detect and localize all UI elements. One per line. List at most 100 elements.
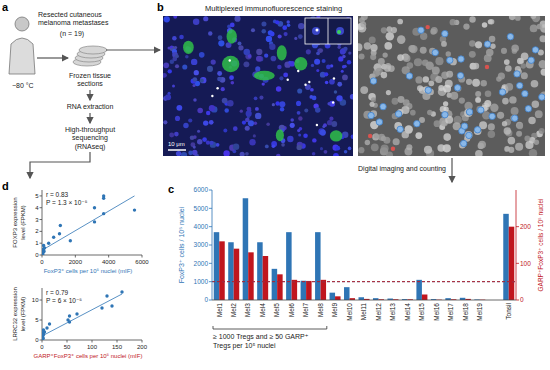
x-tick [117,340,118,343]
nucleus [334,90,337,93]
nucleus [243,49,250,56]
nucleus [484,54,492,62]
nucleus [490,44,495,49]
white-spot [287,78,289,80]
white-spot [229,59,231,61]
figure: abcdResected cutaneousmelanoma metastase… [0,0,550,370]
nucleus [243,61,249,67]
nucleus [410,110,416,116]
counted-cell [512,115,518,121]
nucleus [360,86,368,94]
nucleus [530,25,538,33]
category-label: Mel14 [404,303,411,321]
counted-cell [466,109,472,115]
nucleus [276,154,281,156]
nucleus [233,144,239,150]
nucleus [255,113,261,119]
y2-tick-label: 100 [520,260,531,267]
y-axis-label: FoxP3⁺ cells / 10⁵ nuclei [178,206,185,283]
white-spot [308,81,310,83]
nucleus [223,150,229,156]
nucleus [348,51,351,54]
nucleus [488,130,495,137]
nucleus [534,140,539,145]
nucleus [194,70,199,75]
nucleus [230,23,235,28]
nucleus [469,16,475,22]
nucleus [333,153,339,156]
counted-cell [507,33,513,39]
counted-cell [406,73,412,79]
nucleus [485,90,492,97]
nucleus [384,65,391,72]
workflow-text: −80 °C [12,82,34,89]
nucleus [288,61,291,64]
nucleus [284,32,288,36]
nucleus [216,143,220,147]
nucleus [370,54,376,60]
nucleus [320,129,326,135]
nucleus [315,107,320,112]
point [42,250,45,253]
point [42,337,45,340]
nucleus [209,141,213,145]
workflow-text: High-throughputsequencing(RNAseq) [65,126,115,151]
threshold-line [212,281,516,282]
nucleus [290,123,295,128]
nucleus [314,59,320,65]
nucleus [251,28,255,32]
nucleus [393,138,400,145]
nucleus [443,85,451,93]
counted-cell [368,112,374,118]
nucleus [402,131,409,138]
x-tick-label: 100 [87,344,98,350]
counted-cell [395,111,401,117]
nucleus [383,137,390,144]
y2-tick-label: 200 [520,223,531,230]
point [47,241,50,244]
counted-cell [474,127,480,133]
y2-tick-label: 0 [520,296,524,303]
nucleus [261,29,266,34]
nucleus [431,27,438,34]
nucleus [381,72,388,79]
nucleus [489,36,496,43]
nucleus [197,108,203,114]
nucleus [409,45,417,53]
nucleus [203,120,208,125]
bar [248,252,254,300]
counted-cell [532,47,538,53]
y-tick [40,219,43,220]
y-tick [209,190,212,191]
counted-cell [442,112,448,118]
image-background [163,16,353,156]
inset-spot [337,30,341,34]
nucleus [256,49,262,55]
point [93,206,96,209]
nucleus [358,147,364,153]
counted-cell [425,87,431,93]
point [48,322,51,325]
category-label: Mel17 [447,303,454,321]
nucleus [424,146,432,154]
bar [315,232,321,300]
x-tick [108,255,109,258]
nucleus [318,48,323,53]
nucleus [297,145,302,150]
nucleus [502,121,507,126]
nucleus [475,150,483,156]
point [43,330,46,333]
white-spot [211,95,213,97]
nucleus [488,123,495,130]
nucleus [344,150,348,154]
nucleus [397,35,406,44]
nucleus [237,41,241,45]
bar [214,232,220,300]
nucleus [475,41,482,48]
nucleus [539,128,545,134]
nucleus [386,152,393,156]
counted-cell [461,140,467,146]
nucleus [475,97,481,103]
double-positive-cell [368,134,372,138]
nucleus [331,121,337,127]
